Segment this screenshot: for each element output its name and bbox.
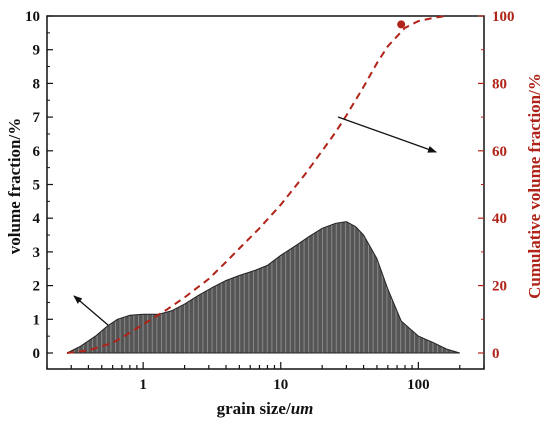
volume-fraction-area [66,221,460,354]
y2-axis-title: Cumulative volume fraction/% [525,73,544,299]
cumulative-marker-point [397,20,406,29]
y-tick-label: 1 [33,312,41,328]
right-axis-arrow [337,116,437,153]
plot-frame [46,15,485,370]
y-tick-label: 3 [33,245,41,261]
x-axis-ticks: 1 10 100 [46,362,485,393]
x-axis-title-unit: um [291,399,314,418]
y-tick-label: 4 [33,211,41,227]
y2-tick-label: 0 [492,346,500,362]
x-tick-label: 1 [139,377,147,393]
y2-tick-label: 20 [492,279,507,295]
y-tick-label: 10 [25,9,40,25]
y2-tick-label: 80 [492,76,507,92]
x-tick-label: 10 [273,377,288,393]
y-tick-label: 2 [33,279,41,295]
y2-axis-ticks: 0 20 40 60 80 100 [478,9,515,362]
x-tick-label: 100 [407,377,430,393]
annotations [73,116,437,326]
left-axis-arrow [73,295,109,326]
cumulative-series [66,15,447,354]
y-axis-title: volume fraction/% [5,118,24,254]
cumulative-curve [66,15,447,354]
x-axis-title: grain size/um [217,399,314,418]
y-tick-label: 6 [33,144,41,160]
volume-fraction-series [66,221,460,354]
y-tick-label: 7 [33,110,41,126]
y-tick-label: 9 [33,43,41,59]
y-tick-label: 5 [33,178,41,194]
y2-tick-label: 40 [492,211,507,227]
y2-tick-label: 100 [492,9,515,25]
x-axis-title-main: grain size/ [217,399,291,418]
y-tick-label: 8 [33,76,41,92]
y-tick-label: 0 [33,346,41,362]
y2-tick-label: 60 [492,144,507,160]
y-axis-ticks: 0 1 2 3 4 5 6 7 8 9 10 [25,9,53,362]
